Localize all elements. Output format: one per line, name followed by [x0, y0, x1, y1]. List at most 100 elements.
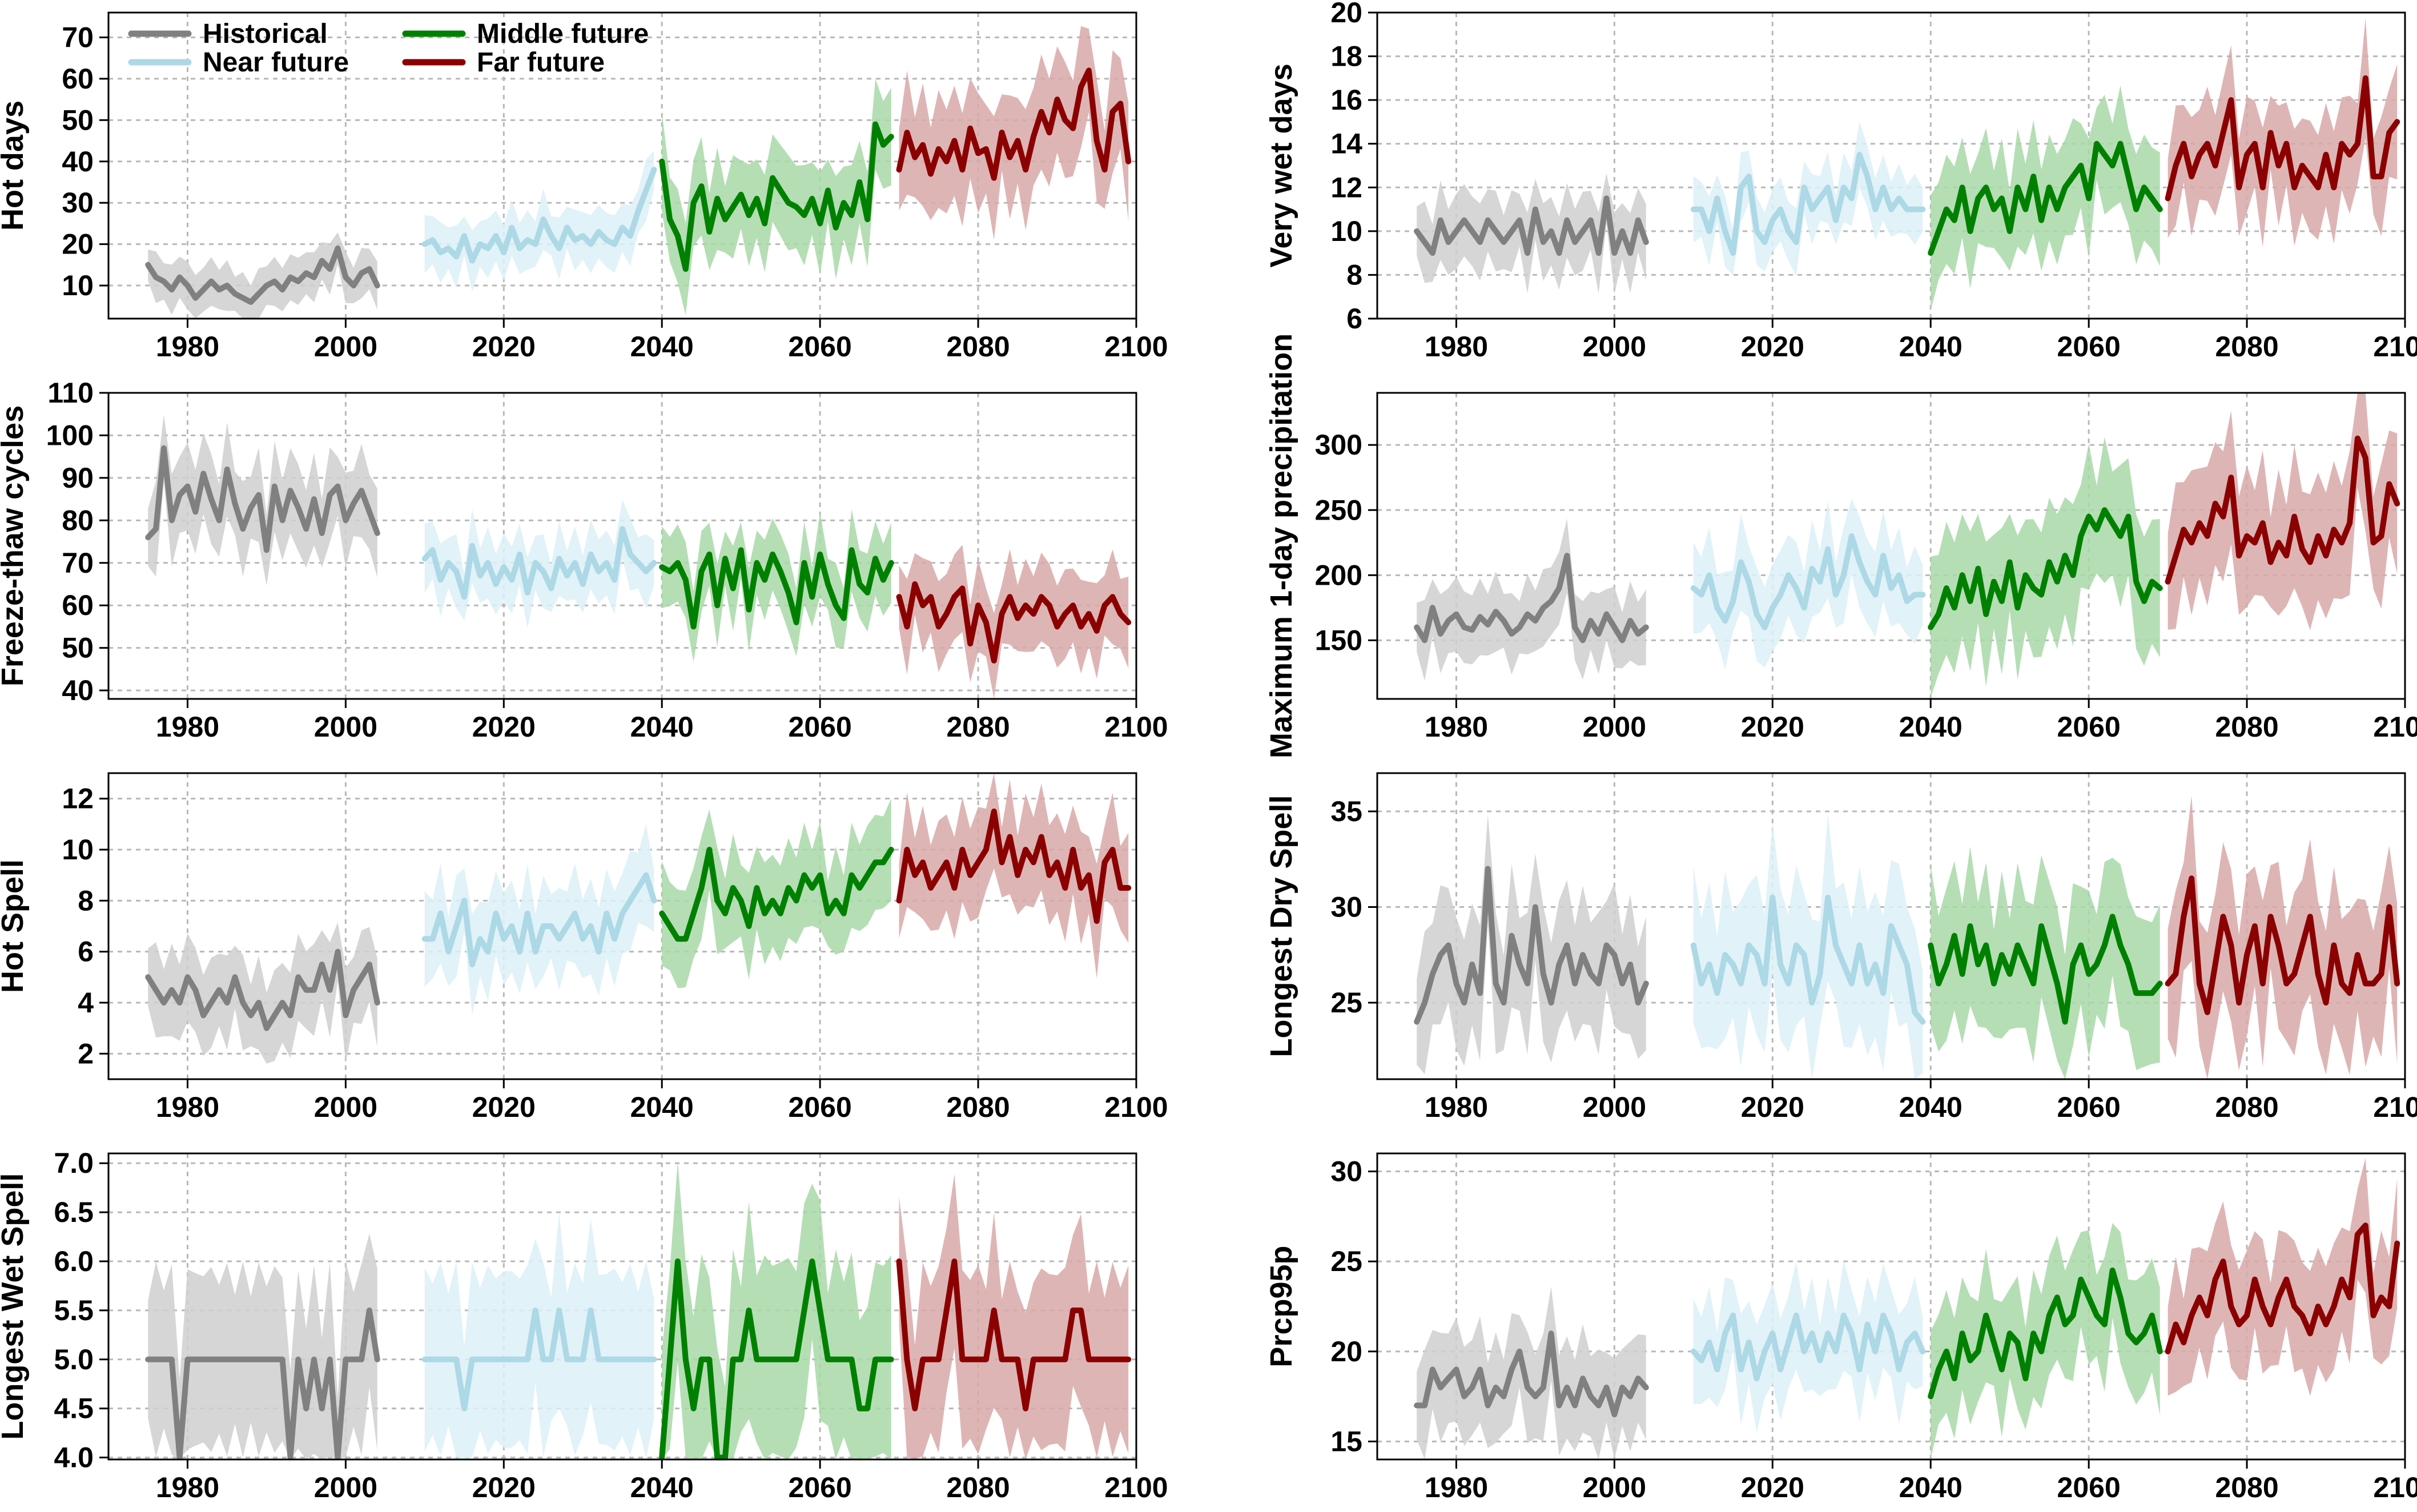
band-far-future — [899, 1174, 1129, 1459]
x-tick-label: 2060 — [2057, 711, 2121, 743]
y-tick-label: 35 — [1330, 795, 1362, 827]
x-tick-label: 2060 — [2057, 1091, 2121, 1123]
y-tick-label: 100 — [46, 419, 94, 451]
band-historical — [1417, 1286, 1646, 1459]
x-tick-label: 2000 — [314, 1091, 377, 1123]
y-tick-label: 250 — [1315, 494, 1362, 526]
panel-longest-dry-spell: 1980 2000 2020 2040 2060 2080 2100 25 30 35 Longes… — [1264, 772, 2417, 1123]
y-axis-title: Maximum 1-day precipitation — [1264, 333, 1298, 758]
line-near-future — [1690, 894, 1926, 1025]
line-near-future — [1690, 533, 1926, 630]
y-tick-label: 5.0 — [54, 1344, 94, 1376]
y-tick-label: 150 — [1315, 624, 1362, 656]
x-tick-label: 2060 — [789, 1471, 852, 1503]
y-tick-label: 40 — [62, 146, 94, 178]
y-tick-label: 6 — [1346, 303, 1362, 335]
x-tick-label: 2060 — [2057, 331, 2121, 363]
x-tick-label: 2060 — [789, 1091, 852, 1123]
line-middle-future — [1928, 1267, 2163, 1400]
x-tick-label: 2100 — [1104, 331, 1168, 363]
x-tick-label: 2100 — [2373, 711, 2417, 743]
y-tick-label: 30 — [1330, 1156, 1362, 1188]
x-tick-label: 1980 — [1425, 1091, 1488, 1123]
y-tick-label: 40 — [62, 674, 94, 706]
x-tick-label: 2060 — [789, 711, 852, 743]
x-tick-label: 2040 — [1899, 1091, 1962, 1123]
x-tick-label: 2020 — [1741, 331, 1804, 363]
y-tick-label: 8 — [78, 884, 94, 916]
line-historical — [1414, 1330, 1649, 1418]
y-tick-label: 6 — [78, 936, 94, 968]
band-far-future — [899, 26, 1129, 240]
y-tick-label: 70 — [62, 21, 94, 53]
y-tick-label: 12 — [1330, 171, 1362, 203]
band-near-future — [424, 150, 654, 292]
y-tick-label: 10 — [62, 834, 94, 866]
line-historical — [145, 1307, 380, 1461]
line-far-future — [896, 809, 1132, 924]
y-tick-label: 5.5 — [54, 1294, 94, 1326]
panel-very-wet-days: 1980 2000 2020 2040 2060 2080 2100 6 8 10 12 14 16 18… — [1264, 0, 2417, 363]
band-far-future — [2167, 18, 2398, 247]
y-tick-label: 30 — [1330, 891, 1362, 923]
band-historical — [1417, 518, 1646, 681]
line-near-future — [1690, 1312, 1926, 1382]
x-tick-label: 2020 — [472, 1471, 536, 1503]
line-near-future — [421, 1307, 657, 1412]
y-tick-label: 10 — [1330, 215, 1362, 247]
x-tick-label: 2040 — [630, 331, 694, 363]
x-tick-label: 2080 — [2215, 1471, 2278, 1503]
x-tick-label: 2080 — [2215, 1091, 2278, 1123]
plot-frame — [107, 1152, 1137, 1461]
x-tick-label: 2000 — [1583, 1091, 1646, 1123]
y-tick-label: 25 — [1330, 1245, 1362, 1277]
line-historical — [145, 948, 380, 1031]
x-tick-label: 2000 — [1583, 1471, 1646, 1503]
y-tick-label: 50 — [62, 632, 94, 664]
x-tick-label: 2020 — [1741, 1091, 1804, 1123]
line-near-future — [421, 526, 657, 600]
x-tick-label: 2080 — [946, 711, 1010, 743]
line-historical — [145, 245, 380, 305]
band-historical — [148, 922, 377, 1064]
y-tick-label: 12 — [62, 783, 94, 815]
panel-freeze-thaw-cycles: 1980 2000 2020 2040 2060 2080 2100 40 50 60 70 80 90… — [0, 377, 1168, 743]
y-tick-label: 4.0 — [54, 1442, 94, 1474]
y-tick-label: 20 — [1330, 1336, 1362, 1368]
x-tick-label: 1980 — [156, 711, 219, 743]
x-tick-label: 2100 — [1104, 1091, 1168, 1123]
y-axis-title: Longest Wet Spell — [0, 1173, 30, 1439]
x-tick-label: 2040 — [630, 711, 694, 743]
y-tick-label: 6.0 — [54, 1245, 94, 1277]
y-tick-label: 300 — [1315, 429, 1362, 461]
x-tick-label: 2020 — [472, 1091, 536, 1123]
line-historical — [145, 445, 380, 553]
x-tick-label: 2100 — [2373, 331, 2417, 363]
x-tick-label: 2000 — [1583, 711, 1646, 743]
band-far-future — [899, 545, 1129, 699]
y-tick-label: 4 — [78, 987, 94, 1019]
line-historical — [1414, 866, 1649, 1025]
line-far-future — [2165, 875, 2400, 1015]
line-far-future — [2165, 75, 2400, 202]
y-tick-label: 20 — [1330, 0, 1362, 29]
band-far-future — [2167, 1157, 2398, 1396]
line-historical — [1414, 553, 1649, 644]
plot-frame — [1376, 772, 2406, 1080]
y-tick-label: 6.5 — [54, 1196, 94, 1228]
x-tick-label: 2040 — [1899, 331, 1962, 363]
y-axis-title: Hot days — [0, 100, 30, 231]
y-tick-label: 60 — [62, 63, 94, 95]
plot-frame — [1376, 392, 2406, 700]
y-tick-label: 4.5 — [54, 1393, 94, 1425]
line-middle-future — [659, 1258, 894, 1461]
panel-prcp95p: 1980 2000 2020 2040 2060 2080 2100 15 20 25 30 Prcp… — [1264, 1152, 2417, 1503]
x-tick-label: 2100 — [1104, 1471, 1168, 1503]
y-tick-label: 30 — [62, 187, 94, 219]
y-tick-label: 70 — [62, 547, 94, 579]
band-far-future — [899, 773, 1129, 979]
line-historical — [1414, 195, 1649, 256]
x-tick-label: 1980 — [156, 331, 219, 363]
x-tick-label: 1980 — [1425, 331, 1488, 363]
